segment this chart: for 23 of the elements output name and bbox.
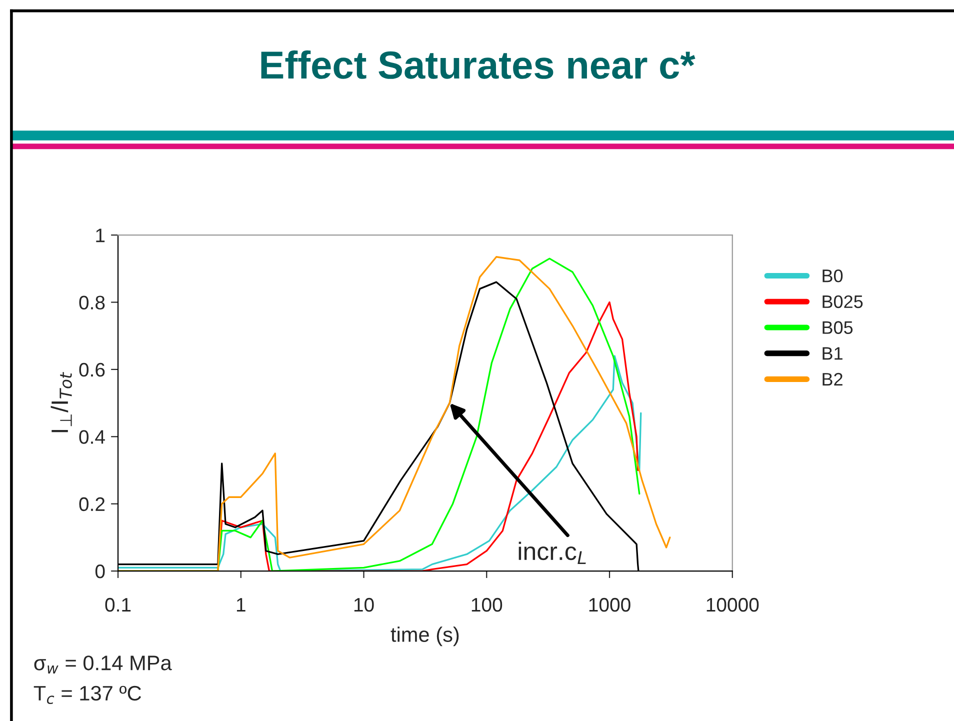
x-axis-title: time (s) [390, 626, 459, 646]
y-tick-label: 0.6 [79, 362, 105, 377]
legend-label: B025 [822, 295, 863, 308]
legend-label: B05 [822, 321, 853, 334]
y-axis-title: I$_{⊥}$/I$_{Tot}$ [50, 372, 72, 432]
y-tick-label: 0 [95, 564, 105, 578]
x-tick-label: 10000 [706, 598, 759, 612]
x-tick-label: 100 [472, 598, 502, 612]
legend-label: B2 [822, 372, 842, 386]
legend-label: B0 [822, 269, 843, 282]
x-tick-label: 10 [354, 598, 374, 612]
chart-title: Effect Saturates near c* [261, 50, 696, 79]
x-tick-label: 0.1 [105, 598, 131, 612]
y-tick-label: 0.4 [79, 430, 105, 444]
text: T$_{c}$ = 137 ºC [34, 686, 142, 704]
x-tick-label: 1 [236, 598, 246, 612]
annotation: incr.c$_{L}$ [518, 542, 586, 564]
y-tick-label: 0.8 [79, 296, 105, 310]
x-tick-label: 1000 [589, 598, 630, 612]
text: σ$_{w}$ = 0.14 MPa [34, 656, 172, 674]
y-tick-label: 0.2 [79, 497, 105, 512]
legend-label: B1 [822, 347, 842, 360]
y-tick-label: 1 [96, 228, 105, 242]
